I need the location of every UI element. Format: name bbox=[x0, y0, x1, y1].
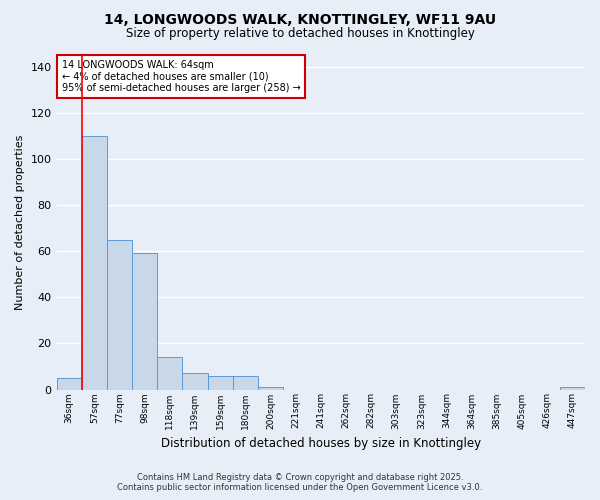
Text: Contains HM Land Registry data © Crown copyright and database right 2025.
Contai: Contains HM Land Registry data © Crown c… bbox=[118, 473, 482, 492]
Text: 14 LONGWOODS WALK: 64sqm
← 4% of detached houses are smaller (10)
95% of semi-de: 14 LONGWOODS WALK: 64sqm ← 4% of detache… bbox=[62, 60, 301, 93]
Bar bbox=[132, 254, 157, 390]
Bar bbox=[107, 240, 132, 390]
Bar bbox=[258, 387, 283, 390]
Bar bbox=[82, 136, 107, 390]
Bar bbox=[157, 357, 182, 390]
Y-axis label: Number of detached properties: Number of detached properties bbox=[15, 134, 25, 310]
Bar bbox=[56, 378, 82, 390]
Text: Size of property relative to detached houses in Knottingley: Size of property relative to detached ho… bbox=[125, 28, 475, 40]
Bar bbox=[560, 387, 585, 390]
Bar bbox=[233, 376, 258, 390]
X-axis label: Distribution of detached houses by size in Knottingley: Distribution of detached houses by size … bbox=[161, 437, 481, 450]
Text: 14, LONGWOODS WALK, KNOTTINGLEY, WF11 9AU: 14, LONGWOODS WALK, KNOTTINGLEY, WF11 9A… bbox=[104, 12, 496, 26]
Bar bbox=[208, 376, 233, 390]
Bar bbox=[182, 374, 208, 390]
